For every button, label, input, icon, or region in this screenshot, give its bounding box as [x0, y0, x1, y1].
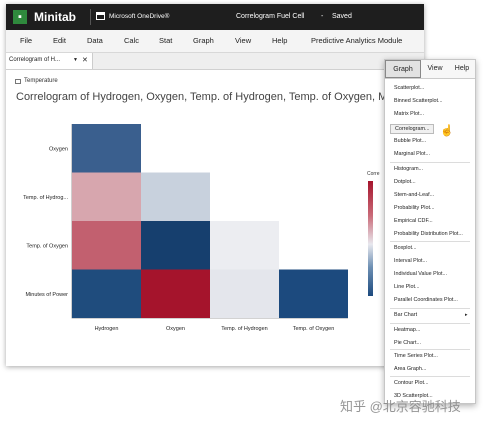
- heatmap-cell-r1-c1[interactable]: [141, 172, 210, 222]
- menu-divider: [390, 162, 470, 163]
- menu-view[interactable]: View: [235, 36, 252, 45]
- heatmap-cell-r2-c2[interactable]: [210, 221, 279, 270]
- menu-divider: [390, 349, 470, 350]
- app-name: Minitab: [34, 10, 76, 24]
- heatmap-cell-r3-c1[interactable]: [141, 269, 210, 319]
- menu-item-contour-plot[interactable]: Contour Plot...: [394, 380, 429, 386]
- menu-item-dotplot[interactable]: Dotplot...: [394, 179, 416, 185]
- minitab-logo-icon: ▪: [13, 10, 27, 24]
- heatmap-cell-r1-c0[interactable]: [72, 172, 141, 222]
- title-separator: -: [321, 13, 324, 20]
- heatmap-cell-r3-c0[interactable]: [72, 269, 141, 319]
- y-tick-minutes-of-power: Minutes of Power: [26, 292, 69, 298]
- menu-item-boxplot[interactable]: Boxplot...: [394, 245, 417, 251]
- y-tick-oxygen: Oxygen: [49, 146, 68, 152]
- menu-data[interactable]: Data: [87, 36, 103, 45]
- menu-item-stem-and-leaf[interactable]: Stem-and-Leaf...: [394, 192, 435, 198]
- menu-item-empirical-cdf[interactable]: Empirical CDF...: [394, 218, 433, 224]
- color-scale-legend: [368, 181, 373, 296]
- menu-graph[interactable]: Graph: [193, 36, 214, 45]
- tab-graph[interactable]: Graph: [385, 60, 421, 78]
- output-tabstrip: Correlogram of H... ▼ ✕: [6, 53, 424, 70]
- hand-pointer-icon: ☝: [440, 125, 454, 137]
- menu-item-heatmap[interactable]: Heatmap...: [394, 327, 421, 333]
- menu-item-time-series-plot[interactable]: Time Series Plot...: [394, 353, 438, 359]
- menu-item-pie-chart[interactable]: Pie Chart...: [394, 340, 421, 346]
- chevron-down-icon[interactable]: ▼: [73, 57, 78, 63]
- heatmap-cell-r3-c2[interactable]: [210, 269, 279, 319]
- correlogram-chart[interactable]: Oxygen Temp. of Hydrog... Temp. of Oxygen M…: [6, 104, 424, 366]
- save-status: Saved: [332, 13, 352, 20]
- title-bar: ▪ Minitab Microsoft OneDrive® Correlogra…: [6, 4, 424, 30]
- briefcase-icon: [96, 12, 105, 20]
- menu-divider: [390, 308, 470, 309]
- heatmap-cell-r2-c0[interactable]: [72, 221, 141, 270]
- x-tick-hydrogen: Hydrogen: [95, 326, 119, 332]
- output-subtitle: Temperature: [24, 78, 58, 84]
- menu-item-parallel-coordinates-plot[interactable]: Parallel Coordinates Plot...: [394, 297, 458, 303]
- menu-bar: File Edit Data Calc Stat Graph View Help…: [6, 30, 424, 53]
- heatmap-cell-r2-c1[interactable]: [141, 221, 210, 270]
- tab-label: Correlogram of H...: [9, 57, 61, 63]
- chart-title: Correlogram of Hydrogen, Oxygen, Temp. o…: [16, 91, 424, 103]
- menu-calc[interactable]: Calc: [124, 36, 140, 45]
- heatmap-cell-r0-c0[interactable]: [72, 124, 141, 173]
- menu-item-histogram[interactable]: Histogram...: [394, 166, 424, 172]
- menu-item-line-plot[interactable]: Line Plot...: [394, 284, 420, 290]
- menu-item-interval-plot[interactable]: Interval Plot...: [394, 258, 427, 264]
- menu-item-marginal-plot[interactable]: Marginal Plot...: [394, 151, 430, 157]
- tab-view[interactable]: View: [427, 65, 443, 72]
- menu-item-bubble-plot[interactable]: Bubble Plot...: [394, 138, 427, 144]
- menu-file[interactable]: File: [20, 36, 33, 45]
- x-tick-oxygen: Oxygen: [166, 326, 185, 332]
- menu-divider: [390, 376, 470, 377]
- cloud-location[interactable]: Microsoft OneDrive®: [109, 13, 170, 20]
- menu-item-individual-value-plot[interactable]: Individual Value Plot...: [394, 271, 447, 277]
- y-tick-temp-of-oxygen: Temp. of Oxygen: [26, 243, 68, 249]
- menu-item-area-graph[interactable]: Area Graph...: [394, 366, 427, 372]
- menu-item-bar-chart[interactable]: Bar Chart: [394, 312, 418, 318]
- menu-item-scatterplot[interactable]: Scatterplot...: [394, 85, 425, 91]
- x-tick-temp-of-oxygen: Temp. of Oxygen: [293, 326, 335, 332]
- table-icon: [15, 79, 21, 84]
- menu-item-probability-plot[interactable]: Probability Plot...: [394, 205, 435, 211]
- menu-item-matrix-plot[interactable]: Matrix Plot...: [394, 111, 424, 117]
- menu-stat[interactable]: Stat: [159, 36, 173, 45]
- menu-item-probability-distribution-plot[interactable]: Probability Distribution Plot...: [394, 231, 463, 237]
- menu-item-correlogram[interactable]: Correlogram...: [390, 124, 435, 134]
- minitab-window: ▪ Minitab Microsoft OneDrive® Correlogra…: [6, 4, 424, 366]
- menu-divider: [390, 323, 470, 324]
- menu-item-3d-scatterplot[interactable]: 3D Scatterplot...: [394, 393, 433, 399]
- menu-edit[interactable]: Edit: [53, 36, 66, 45]
- x-tick-temp-of-hydrogen: Temp. of Hydrogen: [221, 326, 267, 332]
- watermark: 知乎 @北京容驰科技: [340, 399, 461, 414]
- dropdown-tab-row: Graph View Help: [385, 60, 475, 79]
- menu-item-binned-scatterplot[interactable]: Binned Scatterplot...: [394, 98, 443, 104]
- submenu-arrow-icon: ▸: [465, 312, 468, 318]
- close-icon[interactable]: ✕: [82, 57, 88, 64]
- menu-help[interactable]: Help: [272, 36, 288, 45]
- menu-predictive-analytics[interactable]: Predictive Analytics Module: [311, 36, 403, 45]
- menu-divider: [390, 241, 470, 242]
- heatmap-cell-r3-c3[interactable]: [279, 269, 348, 319]
- legend-title: Corre: [367, 171, 380, 177]
- tab-correlogram[interactable]: Correlogram of H... ▼ ✕: [6, 53, 93, 69]
- title-divider: [90, 9, 91, 25]
- document-title[interactable]: Correlogram Fuel Cell: [236, 13, 305, 20]
- tab-help[interactable]: Help: [454, 65, 470, 72]
- graph-menu-dropdown: Graph View Help Scatterplot... Binned Sca…: [384, 59, 476, 404]
- y-tick-temp-of-hydrog: Temp. of Hydrog...: [23, 195, 68, 201]
